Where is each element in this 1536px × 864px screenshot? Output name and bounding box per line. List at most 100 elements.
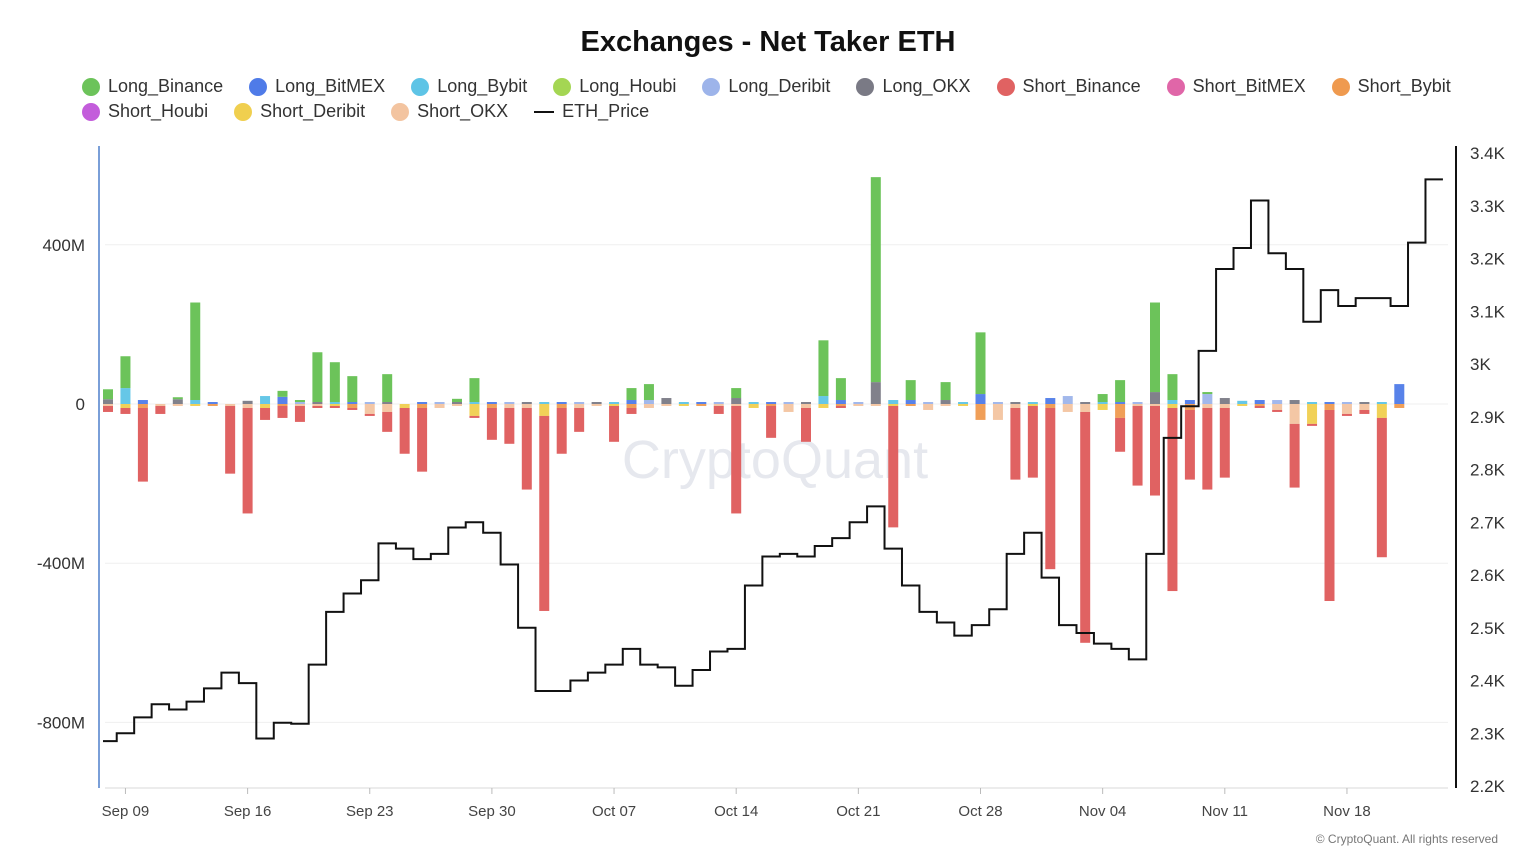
bar-long-other	[329, 402, 340, 404]
bar-short-other	[801, 404, 811, 408]
y-right-tick-label: 2.3K	[1470, 724, 1506, 743]
legend-swatch	[1331, 77, 1350, 96]
bar-short-other	[556, 404, 567, 408]
legend-item-short-binance[interactable]: Short_Binance	[996, 76, 1141, 97]
y-right-tick-label: 3.1K	[1470, 302, 1506, 321]
legend-swatch	[411, 77, 430, 96]
bar-long-binance	[103, 389, 113, 400]
bar-short-binance	[1219, 407, 1230, 478]
legend-swatch	[234, 102, 253, 121]
legend-item-long-binance[interactable]: Long_Binance	[82, 76, 223, 97]
bar-short-binance	[1324, 409, 1335, 602]
bar-short-other	[347, 404, 358, 408]
bar-short-other	[277, 404, 288, 406]
bar-short-other	[905, 404, 916, 406]
bar-long-binance	[1097, 394, 1108, 403]
bar-long-other	[766, 402, 777, 404]
legend-swatch	[82, 102, 100, 121]
legend-row: Long_Binance Long_BitMEX Long_Bybit Long_Ho…	[82, 74, 1502, 99]
bar-short-other	[434, 404, 445, 408]
chart-title: Exchanges - Net Taker ETH	[580, 26, 956, 58]
bar-short-other	[1080, 404, 1091, 412]
bar-short-binance	[242, 407, 253, 514]
y-right-tick-label: 3.2K	[1470, 250, 1506, 269]
legend-item-eth-price[interactable]: ETH_Price	[534, 101, 649, 122]
bar-short-binance	[1202, 407, 1213, 490]
bar-short-other	[1167, 404, 1178, 408]
bar-long-other	[574, 402, 585, 404]
legend-item-long-bitmex[interactable]: Long_BitMEX	[249, 76, 385, 97]
bar-short-binance	[1341, 413, 1352, 416]
legend-label: ETH_Price	[562, 101, 650, 121]
legend-item-short-okx[interactable]: Short_OKX	[391, 101, 508, 122]
bar-short-binance	[1254, 405, 1265, 408]
legend-item-short-bybit[interactable]: Short_Bybit	[1331, 76, 1451, 97]
legend-label: Short_BitMEX	[1192, 76, 1306, 96]
bar-long-binance	[626, 388, 637, 401]
bar-short-other	[1341, 404, 1352, 414]
bar-long-other	[678, 402, 689, 404]
legend-item-long-deribit[interactable]: Long_Deribit	[702, 76, 830, 97]
bar-long-other	[521, 402, 532, 404]
legend-item-long-houbi[interactable]: Long_Houbi	[553, 76, 676, 97]
bar-short-other	[1254, 404, 1265, 406]
legend-item-short-houbi[interactable]: Short_Houbi	[82, 101, 208, 122]
bar-long-binance	[347, 376, 358, 403]
bar-short-other	[853, 404, 864, 406]
legend-item-short-bitmex[interactable]: Short_BitMEX	[1166, 76, 1306, 97]
bar-short-other	[452, 404, 462, 406]
x-tick-label: Nov 11	[1202, 803, 1248, 820]
bar-short-other	[1237, 404, 1248, 406]
bar-long-other	[207, 402, 218, 404]
bar-short-binance	[1289, 423, 1300, 488]
bar-short-binance	[103, 405, 113, 412]
bar-long-binance	[1202, 392, 1213, 395]
bar-long-other	[1150, 392, 1160, 404]
legend-label: Long_Deribit	[728, 76, 831, 96]
bar-short-other	[661, 404, 672, 406]
bar-short-other	[1376, 404, 1387, 418]
y-right-tick-label: 2.9K	[1470, 408, 1506, 427]
bar-long-binance	[1115, 380, 1126, 403]
bar-short-binance	[574, 407, 585, 432]
bar-long-other	[923, 402, 934, 404]
bar-long-other	[1080, 402, 1091, 404]
legend-label: Long_Binance	[108, 76, 224, 96]
legend-row: Short_Houbi Short_Deribit Short_OKX ETH_Pri…	[82, 99, 1502, 124]
bar-long-binance	[382, 374, 393, 403]
bar-long-other	[853, 402, 864, 404]
legend-item-long-okx[interactable]: Long_OKX	[856, 76, 971, 97]
y-left-tick-label: 400M	[42, 236, 85, 255]
y-right-tick-label: 2.6K	[1470, 566, 1506, 585]
legend-item-short-deribit[interactable]: Short_Deribit	[234, 101, 365, 122]
x-tick-label: Sep 30	[468, 803, 516, 820]
bar-short-binance	[1376, 417, 1387, 558]
bar-long-other	[1289, 400, 1300, 404]
bar-short-other	[626, 404, 637, 408]
bar-long-binance	[452, 398, 462, 403]
legend-label: Short_Deribit	[260, 101, 366, 121]
bar-short-other	[1324, 404, 1335, 410]
bar-short-other	[260, 404, 271, 408]
legend-label: Long_Bybit	[437, 76, 528, 96]
bar-short-other	[190, 404, 201, 406]
bar-short-binance	[260, 407, 271, 420]
y-left-tick-label: -400M	[37, 554, 85, 573]
bar-long-other	[382, 402, 393, 404]
legend-swatch	[534, 110, 555, 113]
bar-short-other	[766, 404, 777, 406]
bar-long-other	[1307, 402, 1318, 404]
x-tick-label: Nov 18	[1323, 803, 1371, 820]
y-right-tick-label: 3K	[1470, 355, 1491, 374]
bar-long-other	[1254, 400, 1265, 404]
bar-long-binance	[731, 388, 742, 399]
legend-swatch	[82, 77, 100, 96]
bar-short-other	[103, 404, 113, 406]
bar-short-other	[1150, 404, 1160, 406]
legend-swatch	[856, 77, 875, 96]
bar-long-binance	[1150, 302, 1160, 393]
bar-short-other	[713, 404, 724, 406]
legend-item-long-bybit[interactable]: Long_Bybit	[411, 76, 527, 97]
bar-short-other	[958, 404, 969, 406]
